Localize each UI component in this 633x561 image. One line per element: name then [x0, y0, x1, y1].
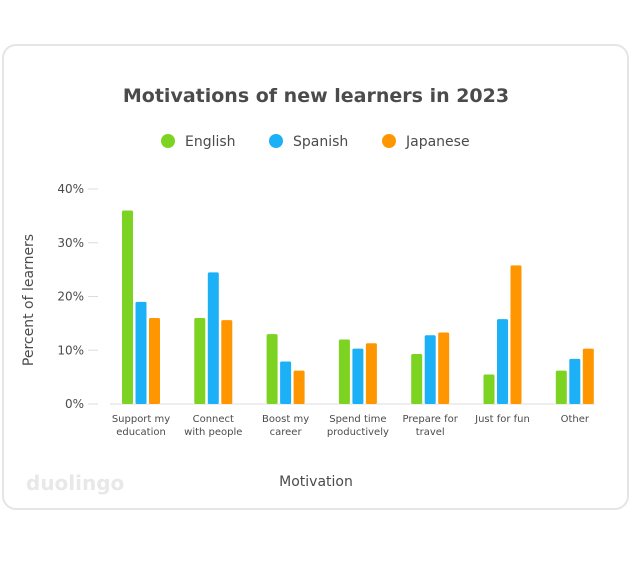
x-category-label: Spend time productively [327, 414, 389, 438]
bars [122, 210, 594, 404]
legend-label-spanish: Spanish [293, 134, 348, 150]
bar-japanese-3 [365, 343, 377, 404]
bar-spanish-4 [424, 335, 436, 404]
bar-english-6 [555, 370, 567, 404]
bar-japanese-1 [221, 320, 233, 404]
x-category-label: Connect with people [184, 414, 242, 438]
chart-title: Motivations of new learners in 2023 [123, 85, 509, 107]
legend-swatch-spanish [269, 134, 283, 148]
legend-label-english: English [185, 134, 236, 150]
bar-spanish-6 [569, 358, 581, 404]
x-category-label: Other [561, 414, 590, 425]
bar-english-4 [411, 354, 423, 404]
duolingo-logo: duolingo [26, 471, 124, 495]
bar-english-5 [483, 374, 495, 404]
bar-spanish-2 [280, 361, 292, 404]
chart-card [2, 44, 629, 510]
bar-japanese-6 [582, 348, 594, 404]
legend-swatch-english [161, 134, 175, 148]
bar-japanese-5 [510, 265, 522, 404]
y-tick-label: 10% [57, 343, 84, 357]
y-tick-label: 20% [57, 290, 84, 304]
y-tick-label: 40% [57, 182, 84, 196]
legend: English Spanish Japanese [161, 134, 470, 150]
bar-english-0 [122, 210, 133, 404]
bar-spanish-1 [207, 272, 219, 404]
bar-english-1 [194, 318, 206, 404]
bar-english-2 [266, 334, 278, 404]
legend-swatch-japanese [382, 134, 396, 148]
x-category-label: Prepare for travel [403, 414, 459, 438]
bar-japanese-0 [149, 318, 160, 404]
y-axis-label: Percent of learners [21, 234, 37, 366]
bar-spanish-0 [135, 301, 147, 404]
y-tick-label: 30% [57, 236, 84, 250]
bar-spanish-5 [497, 319, 508, 404]
x-category-label: Boost my career [262, 414, 309, 438]
x-axis-label: Motivation [279, 474, 353, 490]
bar-japanese-4 [438, 332, 450, 404]
legend-label-japanese: Japanese [405, 134, 470, 150]
bar-english-3 [338, 339, 350, 404]
bar-spanish-3 [352, 348, 364, 404]
y-tick-label: 0% [65, 397, 84, 411]
bar-japanese-2 [293, 370, 305, 404]
y-axis-ticks: 0% 10% 20% 30% 40% [57, 182, 98, 411]
x-category-label: Support my education [112, 414, 170, 438]
x-axis-categories: Support my education Connect with people Boo… [112, 414, 590, 438]
x-category-label: Just for fun [474, 414, 530, 425]
